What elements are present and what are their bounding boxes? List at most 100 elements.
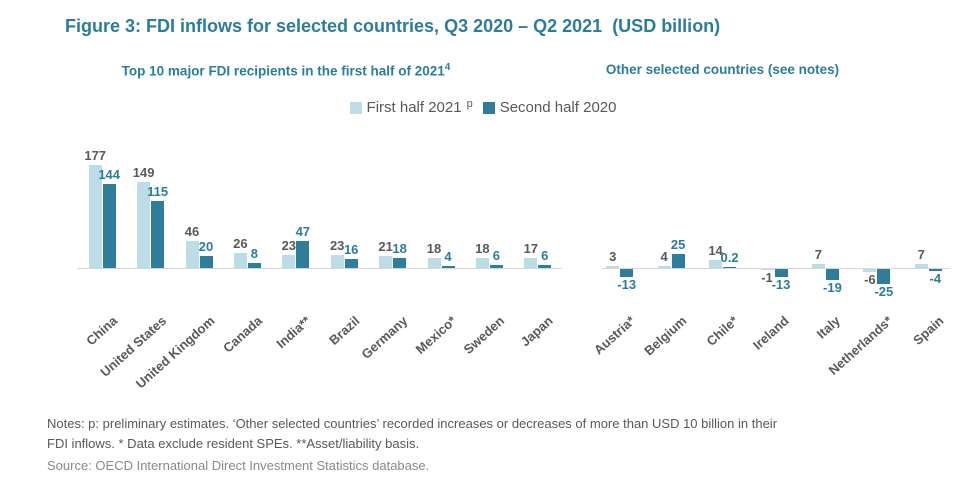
value-label: 149 [132, 164, 155, 180]
bar-second-half [538, 264, 552, 268]
value-label: 17 [523, 241, 539, 257]
figure-title: Figure 3: FDI inflows for selected count… [65, 16, 721, 36]
value-label: 23 [281, 237, 297, 253]
bar-second-half [620, 269, 634, 277]
value-label: -4 [929, 271, 942, 287]
bar-first-half [914, 263, 928, 268]
bar-second-half [928, 269, 942, 272]
category-label: Austria* [590, 313, 638, 358]
value-label: -1 [761, 269, 773, 285]
category-label: Belgium [641, 313, 690, 359]
bar-first-half [657, 265, 671, 268]
legend-label-first-half: First half 2021 [366, 99, 462, 116]
category-label: Germany [358, 313, 411, 362]
value-label: 18 [392, 240, 407, 256]
category-label: Japan [517, 313, 556, 350]
bar-first-half [524, 258, 538, 268]
right-chart: 3 -13 Austria* 4 25 Belgium 14 0.2 Chile* -1 -13 Ir… [590, 130, 954, 380]
bar-second-half [151, 201, 165, 268]
bar-second-half [344, 258, 358, 268]
preliminary-p-superscript: p [466, 97, 473, 110]
bar-second-half [247, 263, 261, 268]
bar-first-half [863, 269, 877, 273]
category-label: India** [273, 313, 314, 352]
value-label: 177 [84, 148, 107, 164]
value-label: 21 [378, 238, 393, 254]
category-label: Spain [909, 313, 947, 348]
left-chart-subtitle: Top 10 major FDI recipients in the first… [66, 62, 506, 79]
bar-first-half [709, 259, 723, 268]
value-label: 18 [475, 240, 490, 256]
notes-line-2: FDI inflows. * Data exclude resident SPE… [47, 436, 420, 451]
bar-second-half [393, 257, 407, 268]
value-label: 25 [670, 236, 686, 252]
left-chart-subtitle-text: Top 10 major FDI recipients in the first… [121, 63, 445, 79]
left-chart: 177 144 China 149 115 United States 46 20 United… [77, 130, 562, 391]
bar-second-half [774, 269, 788, 277]
value-label: -6 [864, 272, 876, 288]
bar-first-half [606, 266, 620, 268]
bar-second-half [671, 253, 685, 268]
bar-second-half [199, 256, 213, 268]
category-label: Italy [814, 313, 844, 342]
bar-first-half [379, 255, 393, 268]
notes-line-1: Notes: p: preliminary estimates. ‘Other … [47, 416, 778, 431]
bar-first-half [475, 257, 489, 268]
value-label: -19 [823, 280, 842, 296]
bar-first-half [760, 269, 774, 270]
bar-second-half [877, 269, 891, 284]
value-label: 3 [609, 249, 617, 265]
notes: Notes: p: preliminary estimates. ‘Other … [47, 414, 952, 454]
value-label: 47 [295, 223, 311, 239]
bar-first-half [233, 252, 247, 268]
value-label: -13 [617, 276, 637, 292]
value-label: 18 [426, 240, 442, 256]
value-label: 20 [198, 239, 214, 255]
bar-first-half [282, 254, 296, 268]
value-label: 26 [233, 235, 248, 251]
first-half-swatch-icon [349, 101, 362, 114]
footnote-4-superscript: 4 [444, 62, 451, 73]
category-label: Sweden [460, 313, 508, 358]
category-label: Ireland [750, 313, 793, 353]
second-half-swatch-icon [482, 101, 495, 114]
legend: First half 2021 p Second half 2020 [0, 97, 966, 116]
value-label: 23 [329, 237, 345, 253]
value-label: 4 [660, 248, 668, 264]
bar-first-half [88, 165, 102, 268]
value-label: 7 [814, 246, 823, 262]
value-label: 6 [492, 247, 500, 263]
legend-item-second-half: Second half 2020 [482, 99, 617, 116]
category-label: Brazil [325, 313, 363, 348]
x-axis-line [77, 268, 562, 269]
category-label: Canada [220, 313, 266, 356]
bar-first-half [185, 241, 199, 268]
bar-second-half [441, 265, 455, 268]
bar-first-half [427, 257, 441, 268]
value-label: 0.2 [720, 250, 739, 266]
value-label: 14 [708, 242, 723, 258]
legend-label-second-half: Second half 2020 [499, 99, 617, 116]
source: Source: OECD International Direct Invest… [47, 458, 430, 473]
bar-second-half [723, 267, 737, 268]
value-label: 115 [147, 184, 169, 200]
value-label: -25 [874, 283, 894, 299]
bar-first-half [330, 254, 344, 268]
bar-first-half [137, 181, 151, 268]
value-label: 8 [250, 246, 258, 262]
value-label: -13 [771, 276, 791, 292]
x-axis-line [602, 268, 950, 269]
right-chart-subtitle: Other selected countries (see notes) [605, 62, 840, 77]
value-label: 144 [98, 167, 121, 183]
value-label: 6 [541, 247, 549, 263]
bar-second-half [489, 264, 503, 268]
bar-second-half [102, 184, 116, 268]
legend-item-first-half: First half 2021 p [349, 97, 473, 116]
bar-second-half [825, 269, 839, 281]
category-label: Chile* [703, 313, 741, 349]
value-label: 16 [343, 241, 359, 257]
bar-first-half [811, 263, 825, 268]
value-label: 46 [184, 224, 200, 240]
category-label: Mexico* [412, 313, 460, 358]
